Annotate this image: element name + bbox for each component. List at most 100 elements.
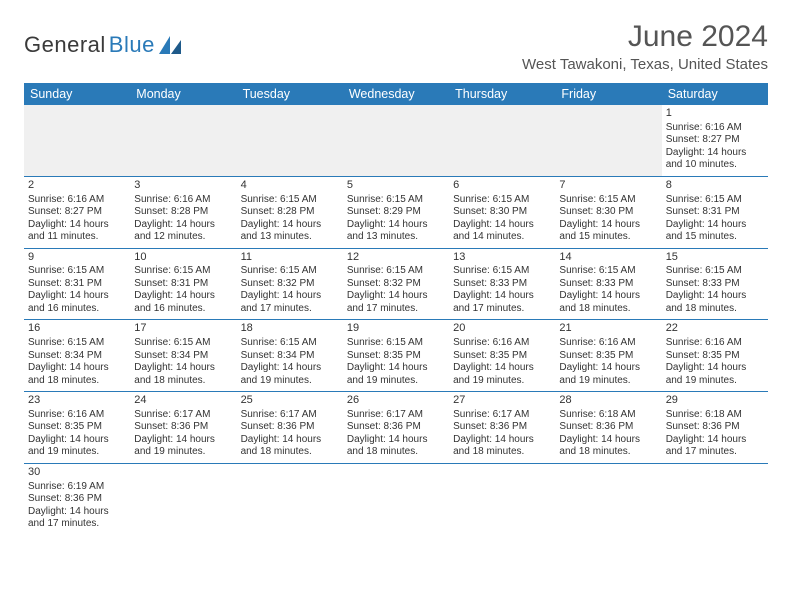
sunset-text: Sunset: 8:31 PM (134, 278, 232, 291)
sunset-text: Sunset: 8:33 PM (666, 278, 764, 291)
sail-icon (159, 36, 181, 54)
sunset-text: Sunset: 8:33 PM (453, 278, 551, 291)
daylight-text: Daylight: 14 hours and 14 minutes. (453, 219, 551, 244)
calendar-cell: 4Sunrise: 6:15 AMSunset: 8:28 PMDaylight… (237, 176, 343, 248)
sunrise-text: Sunrise: 6:15 AM (28, 265, 126, 278)
sunset-text: Sunset: 8:34 PM (28, 350, 126, 363)
calendar-cell: 2Sunrise: 6:16 AMSunset: 8:27 PMDaylight… (24, 176, 130, 248)
day-number: 23 (28, 394, 126, 408)
logo-text-blue: Blue (109, 32, 155, 58)
daylight-text: Daylight: 14 hours and 11 minutes. (28, 219, 126, 244)
calendar-cell-blank (24, 105, 130, 176)
sunset-text: Sunset: 8:36 PM (453, 421, 551, 434)
calendar-table: SundayMondayTuesdayWednesdayThursdayFrid… (24, 83, 768, 535)
weekday-header: Sunday (24, 83, 130, 105)
daylight-text: Daylight: 14 hours and 19 minutes. (666, 362, 764, 387)
sunrise-text: Sunrise: 6:17 AM (134, 409, 232, 422)
sunset-text: Sunset: 8:33 PM (559, 278, 657, 291)
sunset-text: Sunset: 8:29 PM (347, 206, 445, 219)
calendar-cell-blank (662, 463, 768, 534)
sunrise-text: Sunrise: 6:16 AM (559, 337, 657, 350)
daylight-text: Daylight: 14 hours and 18 minutes. (559, 290, 657, 315)
calendar-cell: 1Sunrise: 6:16 AMSunset: 8:27 PMDaylight… (662, 105, 768, 176)
weekday-header: Thursday (449, 83, 555, 105)
day-number: 22 (666, 322, 764, 336)
calendar-cell: 11Sunrise: 6:15 AMSunset: 8:32 PMDayligh… (237, 248, 343, 320)
sunset-text: Sunset: 8:27 PM (28, 206, 126, 219)
sunrise-text: Sunrise: 6:18 AM (666, 409, 764, 422)
weekday-header: Tuesday (237, 83, 343, 105)
sunset-text: Sunset: 8:30 PM (559, 206, 657, 219)
calendar-cell: 25Sunrise: 6:17 AMSunset: 8:36 PMDayligh… (237, 392, 343, 464)
day-number: 1 (666, 107, 764, 121)
weekday-header: Friday (555, 83, 661, 105)
daylight-text: Daylight: 14 hours and 18 minutes. (453, 434, 551, 459)
calendar-cell: 22Sunrise: 6:16 AMSunset: 8:35 PMDayligh… (662, 320, 768, 392)
calendar-cell-blank (343, 463, 449, 534)
day-number: 4 (241, 179, 339, 193)
calendar-cell: 13Sunrise: 6:15 AMSunset: 8:33 PMDayligh… (449, 248, 555, 320)
calendar-cell: 18Sunrise: 6:15 AMSunset: 8:34 PMDayligh… (237, 320, 343, 392)
calendar-cell: 15Sunrise: 6:15 AMSunset: 8:33 PMDayligh… (662, 248, 768, 320)
sunset-text: Sunset: 8:35 PM (666, 350, 764, 363)
sunset-text: Sunset: 8:35 PM (347, 350, 445, 363)
sunset-text: Sunset: 8:32 PM (241, 278, 339, 291)
daylight-text: Daylight: 14 hours and 19 minutes. (453, 362, 551, 387)
daylight-text: Daylight: 14 hours and 19 minutes. (28, 434, 126, 459)
daylight-text: Daylight: 14 hours and 15 minutes. (666, 219, 764, 244)
day-number: 6 (453, 179, 551, 193)
calendar-cell: 7Sunrise: 6:15 AMSunset: 8:30 PMDaylight… (555, 176, 661, 248)
daylight-text: Daylight: 14 hours and 15 minutes. (559, 219, 657, 244)
calendar-cell: 29Sunrise: 6:18 AMSunset: 8:36 PMDayligh… (662, 392, 768, 464)
sunrise-text: Sunrise: 6:15 AM (28, 337, 126, 350)
sunrise-text: Sunrise: 6:15 AM (666, 265, 764, 278)
calendar-cell: 3Sunrise: 6:16 AMSunset: 8:28 PMDaylight… (130, 176, 236, 248)
calendar-cell: 30Sunrise: 6:19 AMSunset: 8:36 PMDayligh… (24, 463, 130, 534)
sunset-text: Sunset: 8:35 PM (453, 350, 551, 363)
calendar-cell: 21Sunrise: 6:16 AMSunset: 8:35 PMDayligh… (555, 320, 661, 392)
day-number: 7 (559, 179, 657, 193)
day-number: 15 (666, 251, 764, 265)
daylight-text: Daylight: 14 hours and 18 minutes. (666, 290, 764, 315)
daylight-text: Daylight: 14 hours and 19 minutes. (559, 362, 657, 387)
day-number: 30 (28, 466, 126, 480)
day-number: 12 (347, 251, 445, 265)
day-number: 16 (28, 322, 126, 336)
day-number: 2 (28, 179, 126, 193)
sunrise-text: Sunrise: 6:15 AM (559, 194, 657, 207)
calendar-cell: 5Sunrise: 6:15 AMSunset: 8:29 PMDaylight… (343, 176, 449, 248)
day-number: 20 (453, 322, 551, 336)
calendar-cell: 27Sunrise: 6:17 AMSunset: 8:36 PMDayligh… (449, 392, 555, 464)
logo-text-general: General (24, 32, 106, 58)
sunrise-text: Sunrise: 6:15 AM (241, 265, 339, 278)
calendar-cell: 8Sunrise: 6:15 AMSunset: 8:31 PMDaylight… (662, 176, 768, 248)
day-number: 11 (241, 251, 339, 265)
daylight-text: Daylight: 14 hours and 19 minutes. (134, 434, 232, 459)
day-number: 13 (453, 251, 551, 265)
sunset-text: Sunset: 8:35 PM (559, 350, 657, 363)
calendar-row: 23Sunrise: 6:16 AMSunset: 8:35 PMDayligh… (24, 392, 768, 464)
title-block: June 2024 West Tawakoni, Texas, United S… (522, 20, 768, 73)
weekday-header: Saturday (662, 83, 768, 105)
day-number: 28 (559, 394, 657, 408)
day-number: 9 (28, 251, 126, 265)
calendar-cell-blank (237, 463, 343, 534)
day-number: 17 (134, 322, 232, 336)
calendar-cell-blank (343, 105, 449, 176)
calendar-cell-blank (130, 463, 236, 534)
logo: General Blue (24, 32, 181, 58)
header: General Blue June 2024 West Tawakoni, Te… (24, 20, 768, 73)
calendar-cell: 14Sunrise: 6:15 AMSunset: 8:33 PMDayligh… (555, 248, 661, 320)
day-number: 19 (347, 322, 445, 336)
sunrise-text: Sunrise: 6:15 AM (134, 265, 232, 278)
sunrise-text: Sunrise: 6:15 AM (453, 194, 551, 207)
sunset-text: Sunset: 8:35 PM (28, 421, 126, 434)
sunrise-text: Sunrise: 6:16 AM (666, 337, 764, 350)
calendar-cell-blank (555, 105, 661, 176)
daylight-text: Daylight: 14 hours and 18 minutes. (559, 434, 657, 459)
calendar-row: 16Sunrise: 6:15 AMSunset: 8:34 PM Dayligh… (24, 320, 768, 392)
day-number: 3 (134, 179, 232, 193)
sunset-text: Sunset: 8:30 PM (453, 206, 551, 219)
location: West Tawakoni, Texas, United States (522, 56, 768, 73)
sunrise-text: Sunrise: 6:15 AM (666, 194, 764, 207)
